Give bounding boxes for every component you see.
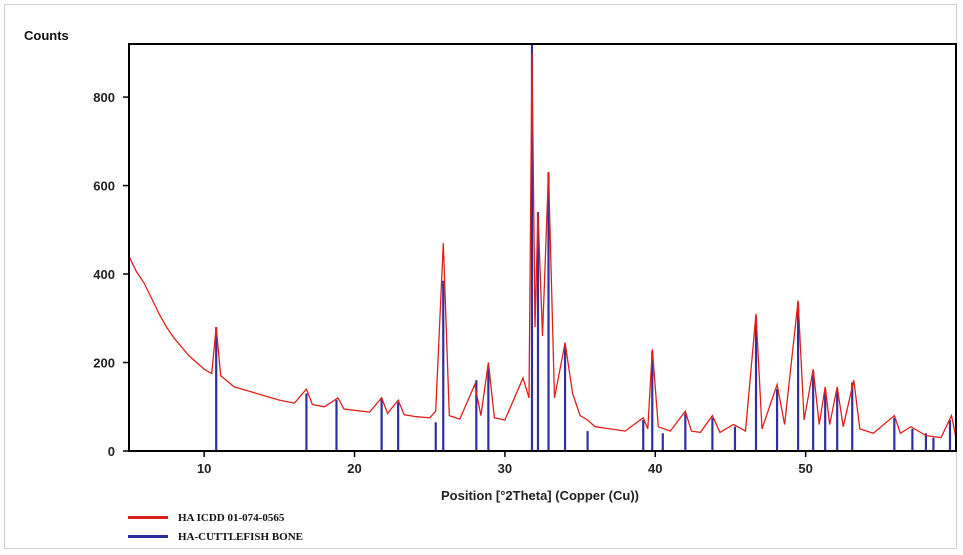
stick-pattern bbox=[215, 44, 952, 451]
x-tick-label: 30 bbox=[498, 461, 512, 476]
y-tick-label: 800 bbox=[93, 90, 115, 105]
y-tick-label: 600 bbox=[93, 179, 115, 194]
pattern-line bbox=[128, 52, 957, 439]
legend-label-red: HA ICDD 01-074-0565 bbox=[178, 511, 285, 524]
y-tick-label: 200 bbox=[93, 356, 115, 371]
x-tick-label: 10 bbox=[197, 461, 211, 476]
legend-swatch-red bbox=[128, 516, 168, 519]
y-tick-label: 400 bbox=[93, 267, 115, 282]
x-tick-label: 50 bbox=[798, 461, 812, 476]
legend: HA ICDD 01-074-0565 HA-CUTTLEFISH BONE bbox=[128, 508, 303, 546]
chart-frame bbox=[4, 4, 957, 549]
plot-border bbox=[128, 43, 957, 452]
y-tick-label: 0 bbox=[108, 444, 115, 459]
y-axis-ticks: 0 200 400 600 800 bbox=[93, 90, 129, 459]
legend-item-red: HA ICDD 01-074-0565 bbox=[128, 508, 303, 527]
legend-item-blue: HA-CUTTLEFISH BONE bbox=[128, 527, 303, 546]
x-axis-ticks: 10 20 30 40 50 bbox=[197, 451, 813, 476]
legend-swatch-blue bbox=[128, 535, 168, 538]
x-tick-label: 20 bbox=[347, 461, 361, 476]
y-axis-label: Counts bbox=[24, 28, 69, 43]
legend-label-blue: HA-CUTTLEFISH BONE bbox=[178, 530, 303, 543]
x-tick-label: 40 bbox=[648, 461, 662, 476]
x-axis-label: Position [°2Theta] (Copper (Cu)) bbox=[441, 488, 639, 503]
